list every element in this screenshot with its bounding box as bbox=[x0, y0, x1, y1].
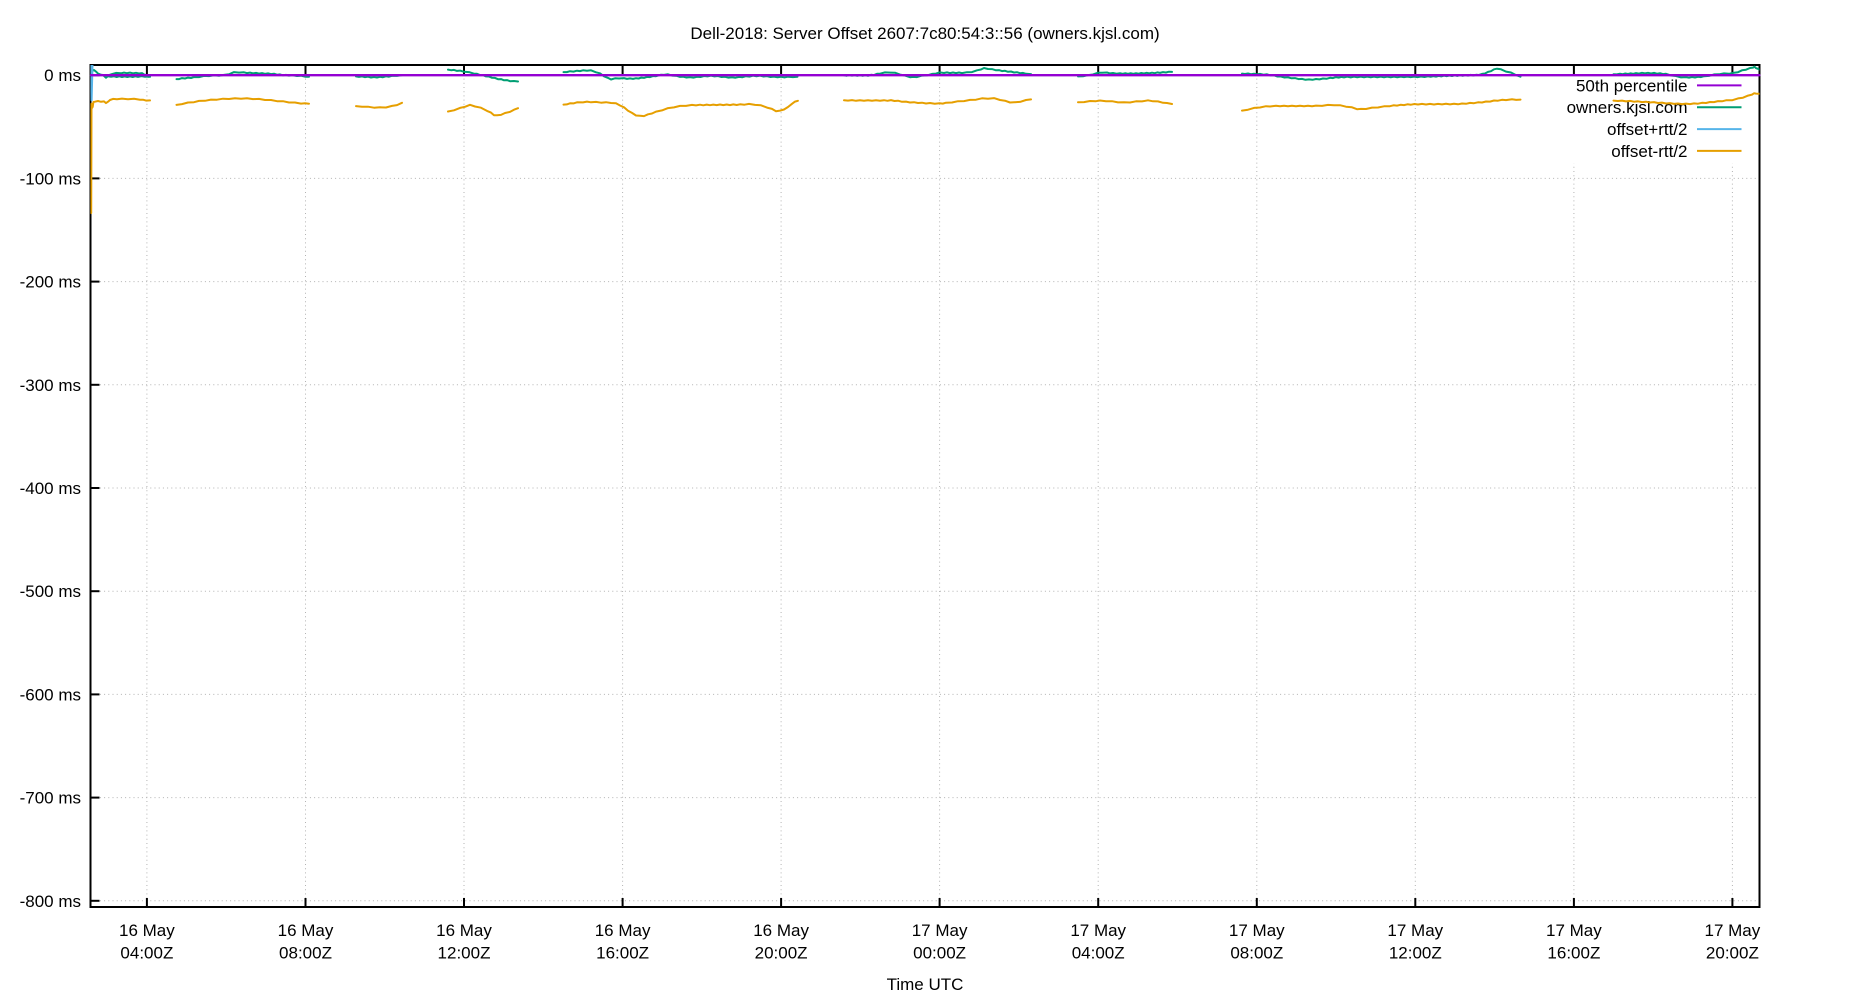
svg-text:-600 ms: -600 ms bbox=[20, 685, 81, 704]
svg-text:20:00Z: 20:00Z bbox=[1706, 944, 1759, 963]
svg-text:-100 ms: -100 ms bbox=[20, 169, 81, 188]
svg-text:Time UTC: Time UTC bbox=[887, 975, 964, 994]
svg-text:-500 ms: -500 ms bbox=[20, 582, 81, 601]
svg-text:12:00Z: 12:00Z bbox=[1389, 944, 1442, 963]
svg-text:17 May: 17 May bbox=[1070, 921, 1126, 940]
svg-text:16:00Z: 16:00Z bbox=[1547, 944, 1600, 963]
svg-text:-400 ms: -400 ms bbox=[20, 479, 81, 498]
svg-text:Dell-2018: Server Offset 2607:: Dell-2018: Server Offset 2607:7c80:54:3:… bbox=[690, 24, 1159, 43]
svg-text:16 May: 16 May bbox=[119, 921, 175, 940]
svg-text:04:00Z: 04:00Z bbox=[1072, 944, 1125, 963]
svg-text:-300 ms: -300 ms bbox=[20, 376, 81, 395]
svg-text:16 May: 16 May bbox=[595, 921, 651, 940]
svg-text:17 May: 17 May bbox=[1705, 921, 1761, 940]
svg-text:08:00Z: 08:00Z bbox=[1230, 944, 1283, 963]
svg-text:-200 ms: -200 ms bbox=[20, 273, 81, 292]
svg-text:16 May: 16 May bbox=[436, 921, 492, 940]
svg-text:offset-rtt/2: offset-rtt/2 bbox=[1611, 142, 1687, 161]
svg-text:17 May: 17 May bbox=[1387, 921, 1443, 940]
svg-text:17 May: 17 May bbox=[912, 921, 968, 940]
svg-text:16:00Z: 16:00Z bbox=[596, 944, 649, 963]
svg-text:04:00Z: 04:00Z bbox=[120, 944, 173, 963]
svg-text:20:00Z: 20:00Z bbox=[755, 944, 808, 963]
svg-text:00:00Z: 00:00Z bbox=[913, 944, 966, 963]
svg-text:17 May: 17 May bbox=[1229, 921, 1285, 940]
svg-text:12:00Z: 12:00Z bbox=[438, 944, 491, 963]
svg-text:-800 ms: -800 ms bbox=[20, 892, 81, 911]
svg-text:0 ms: 0 ms bbox=[44, 66, 81, 85]
svg-text:08:00Z: 08:00Z bbox=[279, 944, 332, 963]
svg-text:17 May: 17 May bbox=[1546, 921, 1602, 940]
svg-text:50th percentile: 50th percentile bbox=[1576, 76, 1688, 95]
svg-text:-700 ms: -700 ms bbox=[20, 789, 81, 808]
svg-text:offset+rtt/2: offset+rtt/2 bbox=[1607, 120, 1687, 139]
svg-text:16 May: 16 May bbox=[753, 921, 809, 940]
svg-text:16 May: 16 May bbox=[278, 921, 334, 940]
